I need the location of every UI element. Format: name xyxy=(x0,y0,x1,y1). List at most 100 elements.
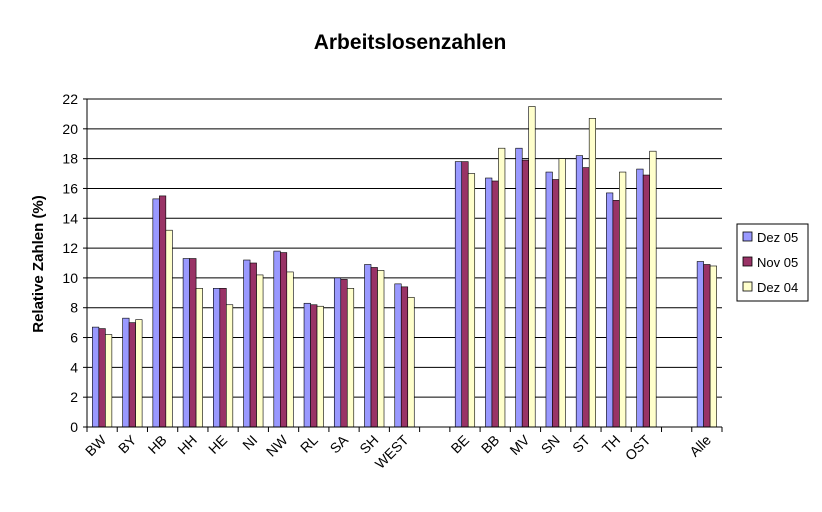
bar-sn-dez-04 xyxy=(558,158,566,428)
bars xyxy=(92,106,717,428)
bar-hh-nov-05 xyxy=(189,258,197,428)
legend-swatch xyxy=(742,231,753,242)
bar-bb-dez-04 xyxy=(498,147,506,428)
bar-sn-nov-05 xyxy=(552,179,560,428)
bar-he-dez-04 xyxy=(226,304,234,428)
bar-sa-dez-04 xyxy=(346,288,355,428)
bar-nw-dez-05 xyxy=(273,250,281,428)
bar-bb-dez-05 xyxy=(485,177,493,428)
y-tick-label: 8 xyxy=(70,300,78,316)
bar-ni-dez-04 xyxy=(256,274,264,428)
bar-bw-dez-04 xyxy=(105,334,113,428)
bar-th-dez-05 xyxy=(606,192,614,428)
bar-sh-dez-04 xyxy=(377,270,385,428)
y-tick-label: 20 xyxy=(62,121,78,137)
bar-hh-dez-05 xyxy=(182,258,190,428)
bar-by-nov-05 xyxy=(128,322,136,428)
bar-west-dez-05 xyxy=(394,283,402,428)
bar-he-nov-05 xyxy=(219,288,227,428)
bar-ost-nov-05 xyxy=(642,174,650,428)
x-tick-label: HE xyxy=(205,432,230,457)
y-tick-label: 0 xyxy=(70,419,78,435)
bar-st-nov-05 xyxy=(582,167,590,428)
bar-west-nov-05 xyxy=(400,286,409,428)
bar-sa-nov-05 xyxy=(340,279,348,428)
bar-mv-dez-05 xyxy=(515,147,523,428)
bar-mv-dez-04 xyxy=(528,106,536,428)
y-tick-label: 14 xyxy=(62,210,78,226)
bar-west-dez-04 xyxy=(407,296,415,428)
y-tick-label: 2 xyxy=(70,389,78,405)
y-tick-labels: 0 2 4 6 8 10 12 14 16 18 20 22 xyxy=(62,91,78,435)
chart-title: Arbeitslosenzahlen xyxy=(314,31,507,54)
bar-ost-dez-04 xyxy=(649,150,657,428)
y-tick-label: 6 xyxy=(70,330,78,346)
x-tick-label: OST xyxy=(622,431,654,463)
legend-label: Nov 05 xyxy=(757,255,798,270)
bar-bb-nov-05 xyxy=(491,180,499,428)
bar-rl-dez-05 xyxy=(303,302,311,428)
legend: Dez 05 Nov 05 Dez 04 xyxy=(736,223,809,302)
bar-hb-dez-05 xyxy=(152,198,160,428)
bar-be-dez-04 xyxy=(467,173,476,428)
bar-sa-dez-05 xyxy=(333,277,342,428)
x-tick-label: WEST xyxy=(372,431,412,471)
bar-alle-nov-05 xyxy=(703,264,711,428)
x-tick-label: BB xyxy=(478,432,503,457)
legend-label: Dez 04 xyxy=(757,280,798,295)
bar-be-dez-05 xyxy=(454,161,463,428)
bar-by-dez-05 xyxy=(122,317,130,428)
bar-nw-dez-04 xyxy=(286,271,294,428)
y-tick-label: 10 xyxy=(62,270,78,286)
bar-st-dez-05 xyxy=(575,155,583,428)
y-tick-label: 12 xyxy=(62,240,78,256)
y-tick-label: 4 xyxy=(70,359,78,375)
bar-hb-nov-05 xyxy=(159,195,167,428)
bar-rl-nov-05 xyxy=(310,304,318,428)
x-tick-label: NI xyxy=(239,432,260,453)
bar-be-nov-05 xyxy=(461,161,469,428)
bar-hb-dez-04 xyxy=(165,229,173,428)
axes xyxy=(86,99,722,428)
bar-nw-nov-05 xyxy=(279,252,288,428)
legend-swatch xyxy=(742,256,753,267)
x-tick-label: NW xyxy=(263,431,291,459)
bar-alle-dez-05 xyxy=(696,261,704,428)
bar-bw-nov-05 xyxy=(98,328,106,428)
bar-st-dez-04 xyxy=(588,118,596,428)
bar-th-dez-04 xyxy=(619,171,627,428)
bar-alle-dez-04 xyxy=(709,265,717,428)
legend-swatch xyxy=(742,281,753,292)
y-tick-label: 18 xyxy=(62,151,78,167)
x-tick-label: SA xyxy=(327,431,352,456)
y-axis-label: Relative Zahlen (%) xyxy=(30,195,47,333)
bar-sn-dez-05 xyxy=(545,171,553,428)
x-tick-label: Alle xyxy=(686,432,714,460)
x-tick-label: MV xyxy=(506,431,533,458)
x-tick-label: BE xyxy=(448,432,473,457)
x-tick-label: RL xyxy=(297,432,321,456)
x-tick-label: HH xyxy=(174,432,200,458)
bar-sh-nov-05 xyxy=(370,267,378,428)
legend-label: Dez 05 xyxy=(757,230,798,245)
bar-he-dez-05 xyxy=(213,288,221,428)
x-tick-label: BY xyxy=(115,431,140,456)
x-tick-label: TH xyxy=(599,432,624,457)
bar-ost-dez-05 xyxy=(636,168,644,428)
y-tick-label: 22 xyxy=(62,91,78,107)
bar-ni-nov-05 xyxy=(249,262,257,428)
y-tick-label: 16 xyxy=(62,180,78,196)
x-tick-label: BW xyxy=(82,431,110,459)
bar-mv-nov-05 xyxy=(521,159,530,428)
bar-th-nov-05 xyxy=(612,200,620,428)
bar-rl-dez-04 xyxy=(316,305,324,428)
bar-sh-dez-05 xyxy=(364,264,372,428)
bar-by-dez-04 xyxy=(135,319,143,428)
bar-bw-dez-05 xyxy=(92,326,100,428)
bar-ni-dez-05 xyxy=(243,259,251,428)
bar-hh-dez-04 xyxy=(195,288,203,428)
x-tick-label: SN xyxy=(538,432,563,457)
x-tick-label: HB xyxy=(145,432,170,457)
